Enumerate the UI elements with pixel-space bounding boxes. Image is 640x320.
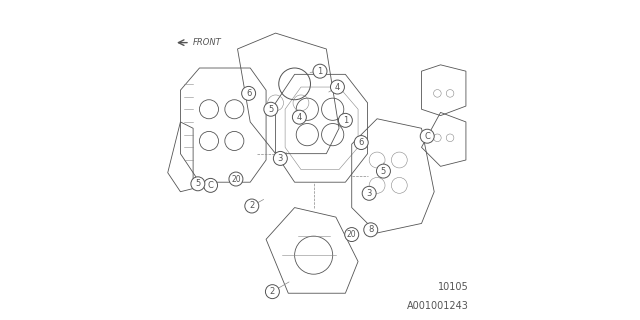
- Circle shape: [273, 151, 287, 165]
- Circle shape: [330, 80, 344, 94]
- Text: 5: 5: [195, 179, 200, 188]
- Circle shape: [266, 285, 280, 299]
- Text: 1: 1: [343, 116, 348, 125]
- Text: 4: 4: [297, 113, 302, 122]
- Text: C: C: [207, 181, 214, 190]
- Text: 5: 5: [268, 105, 273, 114]
- Text: 6: 6: [246, 89, 252, 98]
- Circle shape: [292, 110, 307, 124]
- Circle shape: [420, 129, 434, 143]
- Circle shape: [376, 164, 390, 178]
- Text: 5: 5: [381, 167, 386, 176]
- Circle shape: [339, 113, 353, 127]
- Text: 20: 20: [347, 230, 356, 239]
- Text: 3: 3: [367, 189, 372, 198]
- Text: 20: 20: [231, 174, 241, 184]
- Circle shape: [204, 178, 218, 192]
- Text: FRONT: FRONT: [193, 38, 222, 47]
- Text: 1: 1: [317, 67, 323, 76]
- Circle shape: [345, 228, 358, 242]
- Circle shape: [229, 172, 243, 186]
- Circle shape: [264, 102, 278, 116]
- Circle shape: [242, 86, 255, 100]
- Text: 4: 4: [335, 83, 340, 92]
- Text: C: C: [424, 132, 430, 141]
- Text: A001001243: A001001243: [407, 301, 469, 311]
- Circle shape: [362, 186, 376, 200]
- Text: 3: 3: [278, 154, 283, 163]
- Circle shape: [191, 177, 205, 191]
- Text: 8: 8: [368, 225, 374, 234]
- Circle shape: [355, 136, 368, 149]
- Text: 10105: 10105: [438, 282, 469, 292]
- Text: 2: 2: [270, 287, 275, 296]
- Circle shape: [245, 199, 259, 213]
- Circle shape: [364, 223, 378, 237]
- Text: 2: 2: [249, 202, 255, 211]
- Text: 6: 6: [358, 138, 364, 147]
- Circle shape: [313, 64, 327, 78]
